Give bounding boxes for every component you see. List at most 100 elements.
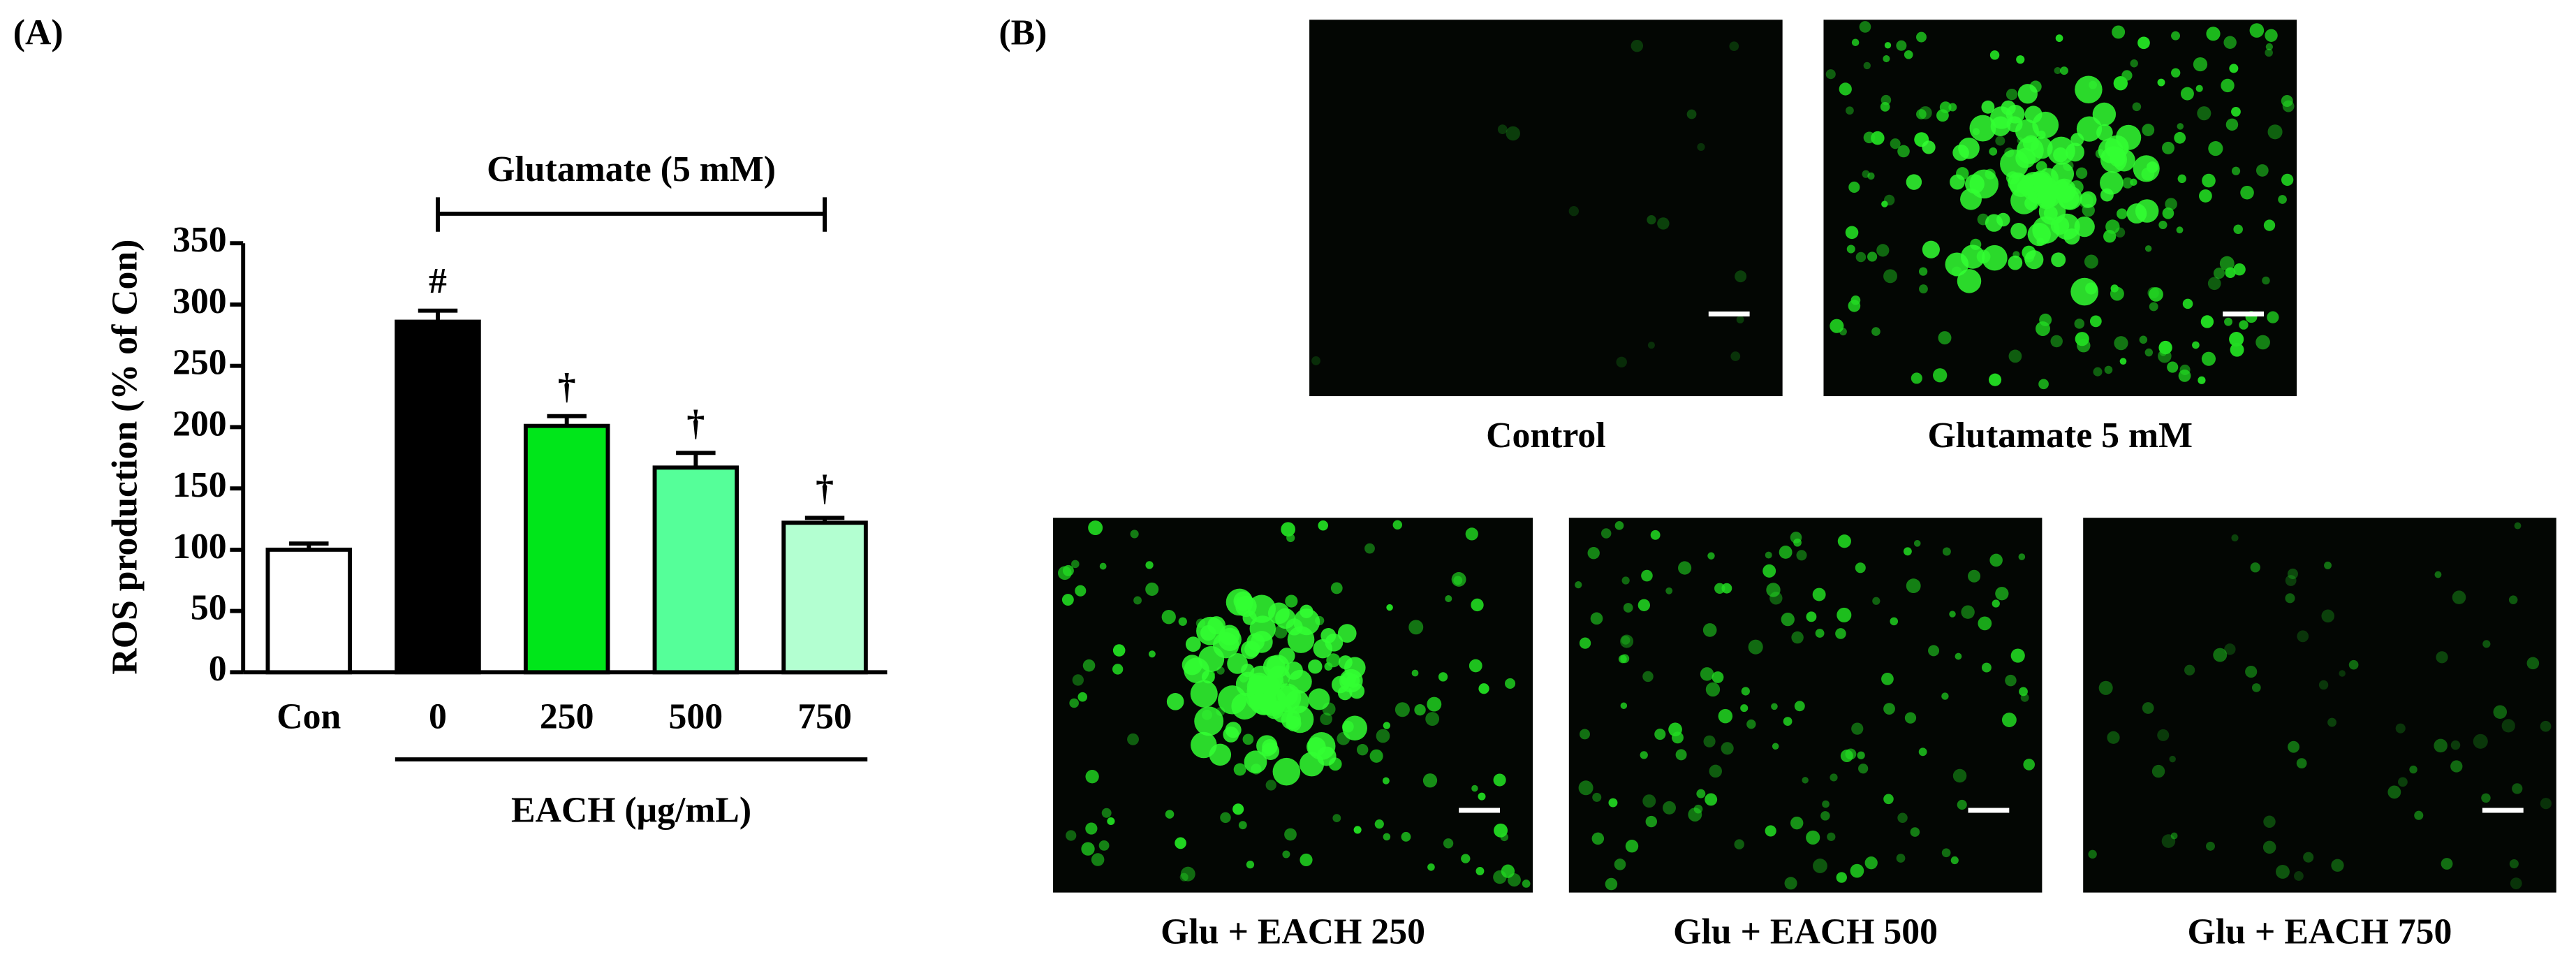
cell-dot	[1320, 628, 1337, 643]
cell-dot	[1696, 789, 1706, 798]
cell-dot	[2255, 335, 2270, 350]
cell-dot	[1989, 147, 1998, 156]
cell-dot	[1896, 40, 1907, 51]
cell-dot	[1591, 832, 1605, 845]
cell-dot	[1806, 611, 1817, 622]
cell-dot	[2066, 143, 2084, 162]
cell-dot	[1133, 596, 1142, 605]
cell-dot	[1414, 703, 1426, 716]
cell-dot	[1185, 636, 1201, 652]
cell-dot	[1605, 877, 1618, 891]
cell-dot	[2450, 740, 2461, 750]
cell-dot	[1793, 538, 1802, 547]
cell-dot	[1989, 50, 2000, 60]
cell-dot	[1867, 172, 1875, 180]
cell-dot	[1438, 672, 1448, 682]
y-tick-label: 350	[172, 220, 227, 260]
cell-dot	[1896, 854, 1906, 863]
cell-dot	[1928, 645, 1940, 657]
cell-dot	[2265, 48, 2273, 57]
cell-dot	[1906, 578, 1921, 594]
cell-dot	[1578, 780, 1594, 796]
cell-dot	[1969, 115, 1996, 142]
cell-dot	[1876, 244, 1890, 257]
cell-dot	[1469, 659, 1482, 673]
cell-dot	[1085, 770, 1099, 784]
cell-dot	[1913, 540, 1921, 547]
cell-dot	[1784, 877, 1797, 890]
cell-dot	[2093, 367, 2103, 377]
significance-mark: †	[816, 468, 834, 508]
cell-dot	[2441, 858, 2453, 870]
cell-dot	[1657, 217, 1670, 230]
cell-dot	[1938, 331, 1952, 345]
cell-dot	[1461, 854, 1471, 863]
cell-dot	[1830, 773, 1838, 782]
cell-dot	[1198, 645, 1225, 672]
cell-dot	[1730, 351, 1741, 361]
cell-dot	[2501, 719, 2515, 733]
cell-dot	[2206, 27, 2221, 41]
cell-dot	[2174, 131, 2186, 144]
cell-dot	[2005, 88, 2018, 101]
cell-dot	[2206, 841, 2215, 851]
cell-dot	[1995, 136, 2005, 146]
cell-dot	[1729, 41, 1739, 52]
cell-dot	[2321, 609, 2335, 623]
cell-dot	[1864, 856, 1878, 870]
cell-dot	[1180, 866, 1195, 882]
cell-dot	[1411, 669, 1419, 677]
cell-dot	[1950, 174, 1965, 190]
cell-dot	[1771, 703, 1778, 710]
cell-dot	[1475, 867, 1485, 875]
cell-dot	[1678, 561, 1692, 575]
cell-dot	[2250, 562, 2260, 573]
bar	[395, 319, 481, 675]
cell-dot	[1330, 582, 1343, 594]
cell-dot	[1781, 613, 1795, 627]
cell-dot	[1702, 623, 1717, 637]
cell-dot	[1081, 842, 1095, 856]
cell-dot	[1145, 561, 1154, 569]
cell-dot	[2169, 755, 2176, 763]
cell-dot	[1919, 284, 1928, 293]
cell-dot	[2103, 230, 2117, 243]
cell-dot	[1072, 674, 1084, 686]
cell-dot	[1522, 880, 1531, 888]
cell-dot	[2221, 78, 2235, 93]
cell-dot	[2074, 319, 2085, 329]
cell-dot	[2096, 124, 2113, 141]
cell-dot	[2171, 31, 2180, 41]
cell-dot	[2387, 785, 2401, 799]
cell-dot	[2434, 738, 2448, 753]
cell-dot	[1822, 800, 1830, 808]
cell-dot	[2230, 342, 2244, 357]
cell-dot	[1845, 748, 1857, 760]
y-tick-label: 250	[172, 343, 227, 383]
cell-dot	[2053, 147, 2068, 163]
cell-dot	[1941, 848, 1951, 858]
cell-dot	[1625, 839, 1639, 853]
significance-mark: †	[558, 367, 576, 407]
cell-dot	[1300, 604, 1313, 619]
cell-dot	[2147, 286, 2159, 299]
cell-dot	[2526, 657, 2540, 670]
cell-dot	[2297, 630, 2309, 643]
cell-dot	[1825, 69, 1836, 80]
cell-dot	[1194, 706, 1224, 736]
cell-dot	[1425, 712, 1440, 726]
cell-dot	[1112, 644, 1126, 657]
cell-dot	[1580, 729, 1590, 740]
cell-dot	[1275, 608, 1296, 629]
cell-dot	[1394, 702, 1410, 717]
y-tick-label: 50	[191, 587, 227, 627]
cell-dot	[2088, 849, 2097, 859]
cell-dot	[2434, 571, 2442, 578]
cell-dot	[2192, 341, 2200, 349]
cell-dot	[2142, 702, 2154, 714]
cell-dot	[2126, 203, 2147, 224]
cell-dot	[1988, 373, 2002, 386]
cell-dot	[1897, 145, 1910, 158]
cell-dot	[2116, 124, 2142, 150]
